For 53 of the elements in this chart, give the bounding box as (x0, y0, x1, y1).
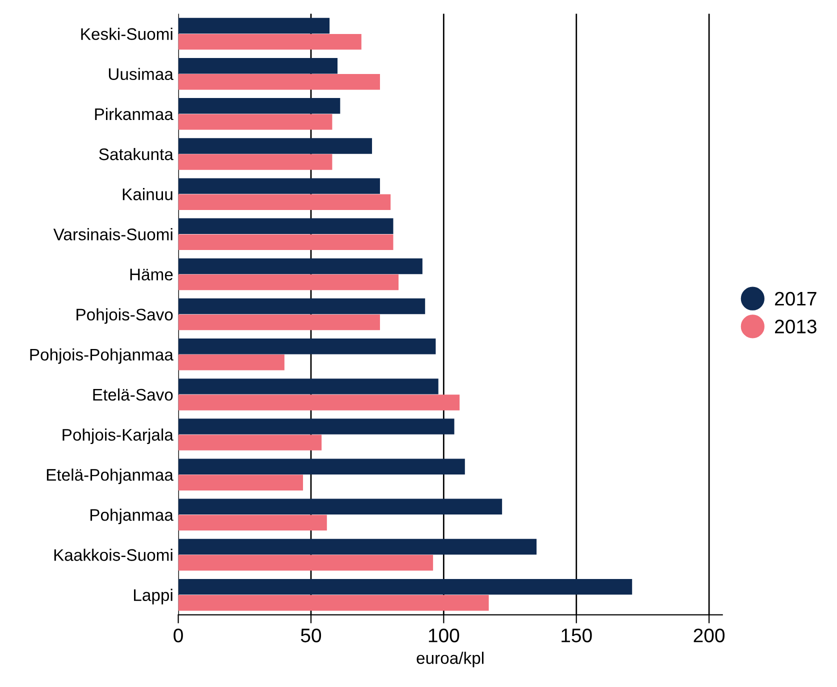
bar (178, 274, 399, 290)
bar (178, 34, 362, 50)
bar (178, 554, 434, 571)
y-tick-label: Keski-Suomi (81, 28, 172, 40)
bar (178, 458, 465, 474)
bar (178, 234, 394, 250)
y-tick-label: Pirkanmaa (95, 108, 174, 120)
bar (178, 74, 380, 90)
x-tick-label: 0 (174, 628, 183, 642)
y-tick-label: Varsinais-Suomi (53, 228, 172, 240)
bar (178, 498, 502, 515)
y-tick-label: Kaakkois-Suomi (54, 548, 172, 561)
bar (178, 218, 394, 234)
y-tick-label: Pohjanmaa (90, 508, 174, 524)
bar (178, 578, 632, 595)
bar (178, 514, 327, 531)
y-tick-label: Häme (130, 268, 173, 280)
bar (178, 194, 391, 210)
bar (178, 474, 304, 490)
bar (178, 338, 436, 354)
bar (178, 114, 332, 130)
bar (178, 378, 438, 394)
y-tick-label: Lappi (134, 588, 172, 604)
bar (178, 58, 338, 74)
bar (178, 98, 340, 114)
x-axis-title: euroa/kpl (416, 652, 484, 668)
bar (178, 434, 322, 450)
y-tick-label: Satakunta (99, 148, 174, 160)
bar (178, 354, 284, 370)
bar (178, 314, 380, 330)
y-tick-label: Pohjois-Karjala (62, 428, 174, 444)
y-tick-label: Pohjois-Savo (76, 308, 173, 324)
bar (178, 154, 332, 170)
y-tick-label: Etelä-Savo (93, 388, 173, 401)
bar (178, 418, 454, 434)
bar (178, 594, 489, 611)
bar (178, 178, 380, 194)
bar (178, 258, 422, 274)
bar (178, 538, 537, 555)
x-tick-label: 100 (428, 628, 460, 642)
bar (178, 18, 330, 34)
legend-label: 2013 (775, 320, 816, 334)
bar (178, 394, 460, 410)
legend-label: 2017 (775, 292, 816, 306)
x-tick-label: 200 (694, 628, 725, 642)
bar (178, 138, 372, 154)
y-tick-label: Kainuu (122, 188, 172, 200)
bar (178, 298, 426, 314)
y-tick-label: Etelä-Pohjanmaa (46, 468, 174, 484)
x-tick-label: 50 (300, 628, 322, 642)
y-tick-label: Pohjois-Pohjanmaa (30, 348, 174, 364)
x-tick-label: 150 (562, 628, 592, 642)
y-tick-label: Uusimaa (108, 68, 174, 80)
